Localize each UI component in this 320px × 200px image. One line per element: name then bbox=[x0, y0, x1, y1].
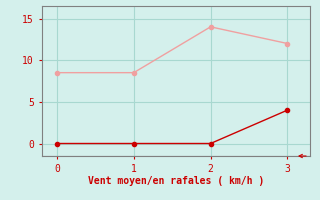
X-axis label: Vent moyen/en rafales ( km/h ): Vent moyen/en rafales ( km/h ) bbox=[88, 176, 264, 186]
